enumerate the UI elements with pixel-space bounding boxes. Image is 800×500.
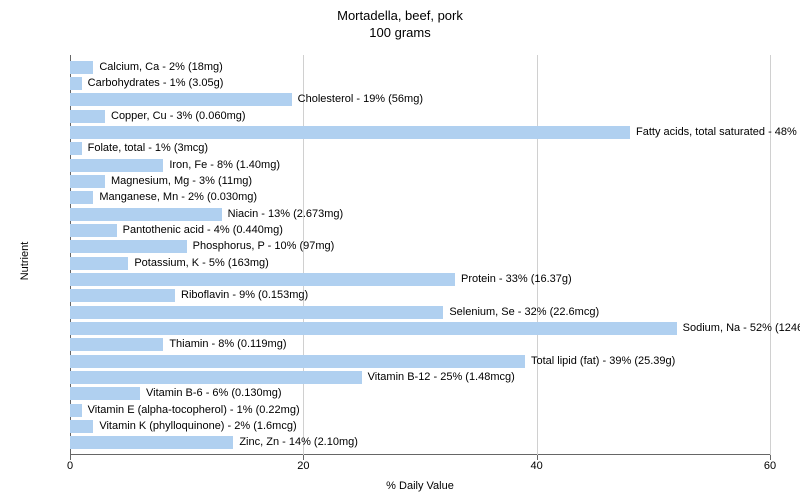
gridline (770, 55, 771, 455)
bar (70, 322, 677, 335)
title-line-2: 100 grams (369, 25, 430, 40)
x-tick-label: 40 (531, 460, 543, 472)
bar (70, 306, 443, 319)
bar (70, 355, 525, 368)
bar (70, 159, 163, 172)
bar (70, 224, 117, 237)
gridline (537, 55, 538, 455)
nutrition-chart: Mortadella, beef, pork 100 grams Nutrien… (0, 0, 800, 500)
plot-area: Nutrient % Daily Value 0204060Calcium, C… (70, 55, 770, 455)
bar-label: Protein - 33% (16.37g) (461, 273, 572, 286)
bar (70, 240, 187, 253)
bar-label: Niacin - 13% (2.673mg) (228, 208, 344, 221)
bar-label: Folate, total - 1% (3mcg) (88, 142, 208, 155)
bar (70, 77, 82, 90)
bar-label: Calcium, Ca - 2% (18mg) (99, 61, 222, 74)
bar (70, 436, 233, 449)
y-axis-title: Nutrient (19, 242, 31, 281)
bar-label: Thiamin - 8% (0.119mg) (169, 338, 286, 351)
bar-label: Riboflavin - 9% (0.153mg) (181, 289, 308, 302)
title-line-1: Mortadella, beef, pork (337, 8, 463, 23)
bar-label: Vitamin B-6 - 6% (0.130mg) (146, 387, 282, 400)
bar-label: Vitamin K (phylloquinone) - 2% (1.6mcg) (99, 420, 296, 433)
bar-label: Iron, Fe - 8% (1.40mg) (169, 159, 280, 172)
bar (70, 404, 82, 417)
bar-label: Pantothenic acid - 4% (0.440mg) (123, 224, 283, 237)
bar (70, 371, 362, 384)
bar (70, 126, 630, 139)
gridline (303, 55, 304, 455)
bar (70, 191, 93, 204)
bar-label: Magnesium, Mg - 3% (11mg) (111, 175, 252, 188)
bar (70, 93, 292, 106)
bar (70, 175, 105, 188)
bar-label: Phosphorus, P - 10% (97mg) (193, 240, 335, 253)
bar (70, 208, 222, 221)
x-tick-label: 20 (297, 460, 309, 472)
x-tick-label: 0 (67, 460, 73, 472)
bar (70, 110, 105, 123)
bar (70, 273, 455, 286)
bar (70, 142, 82, 155)
x-axis-title: % Daily Value (386, 480, 454, 492)
chart-title: Mortadella, beef, pork 100 grams (0, 0, 800, 42)
x-tick-label: 60 (764, 460, 776, 472)
bar-label: Vitamin B-12 - 25% (1.48mcg) (368, 371, 515, 384)
x-axis-line (70, 454, 770, 455)
bar (70, 61, 93, 74)
bar (70, 420, 93, 433)
bar (70, 338, 163, 351)
bar (70, 257, 128, 270)
bar (70, 289, 175, 302)
bar-label: Cholesterol - 19% (56mg) (298, 93, 423, 106)
bar-label: Zinc, Zn - 14% (2.10mg) (239, 436, 358, 449)
bar-label: Fatty acids, total saturated - 48% (9.51… (636, 126, 800, 139)
bar-label: Selenium, Se - 32% (22.6mcg) (449, 306, 599, 319)
bar-label: Manganese, Mn - 2% (0.030mg) (99, 191, 257, 204)
bar-label: Vitamin E (alpha-tocopherol) - 1% (0.22m… (88, 404, 300, 417)
bar (70, 387, 140, 400)
bar-label: Potassium, K - 5% (163mg) (134, 257, 269, 270)
bar-label: Carbohydrates - 1% (3.05g) (88, 77, 224, 90)
bar-label: Sodium, Na - 52% (1246mg) (683, 322, 800, 335)
bar-label: Total lipid (fat) - 39% (25.39g) (531, 355, 675, 368)
bar-label: Copper, Cu - 3% (0.060mg) (111, 110, 246, 123)
